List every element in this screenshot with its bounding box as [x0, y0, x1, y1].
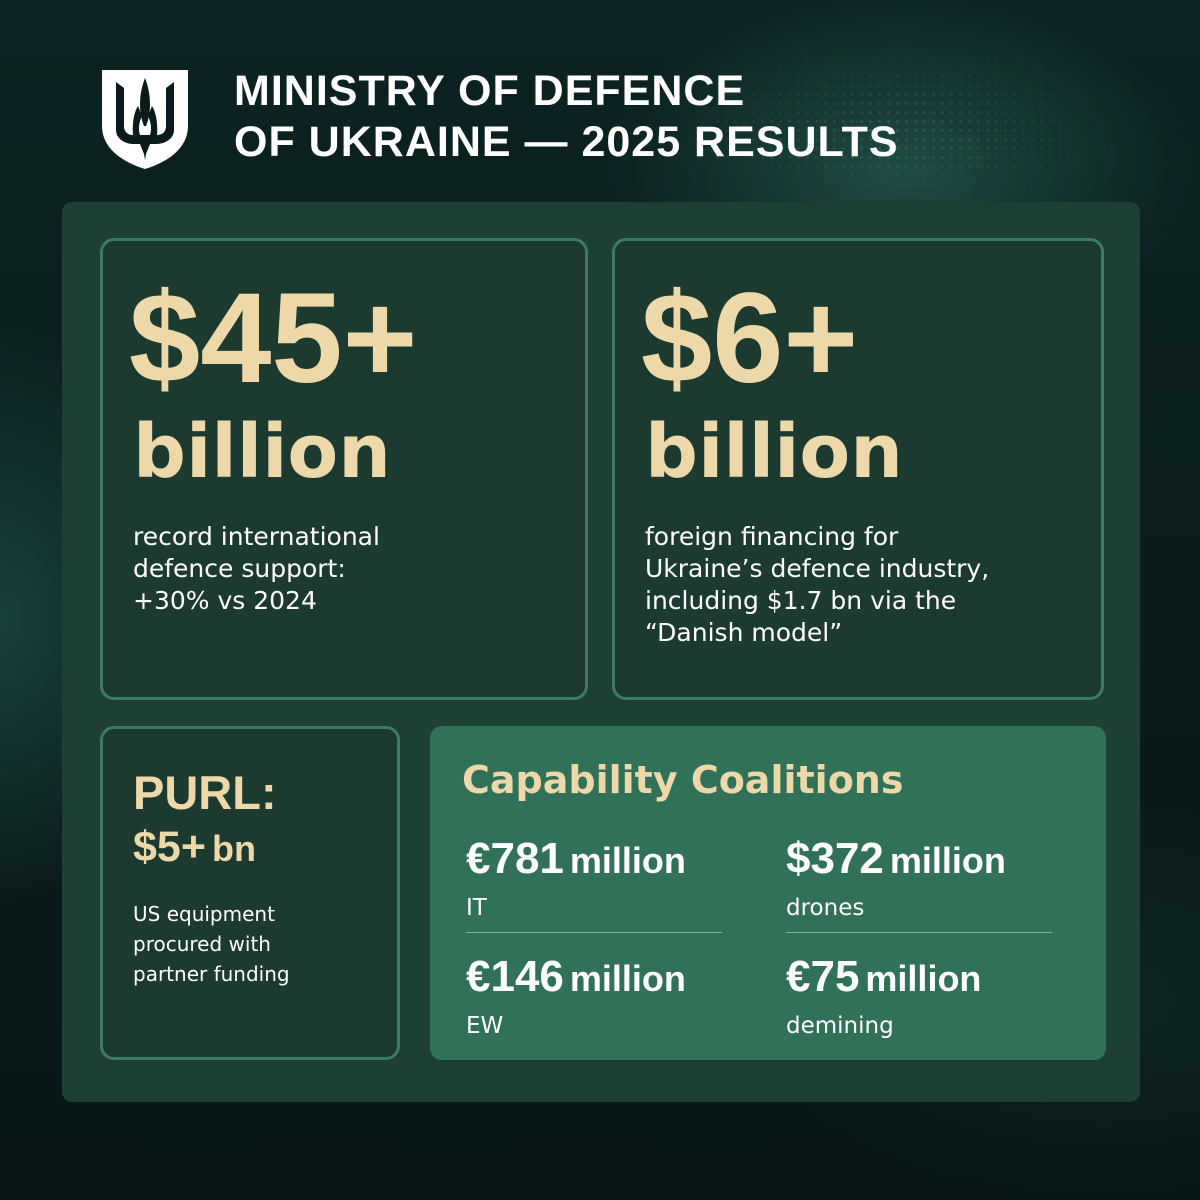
purl-title: PURL:	[133, 766, 277, 819]
coalition-multiplier: million	[569, 840, 686, 881]
card-purl: PURL: $5+ bn US equipment procured with p…	[100, 726, 400, 1060]
purl-description-line: partner funding	[133, 962, 290, 986]
coalition-amount: €781	[466, 834, 564, 883]
coalition-multiplier: million	[889, 840, 1006, 881]
purl-value: $5+ bn	[133, 823, 256, 872]
support-unit: billion	[133, 409, 391, 495]
coalition-value: €146 million	[466, 952, 732, 1012]
trident-shield-icon	[102, 70, 188, 169]
capability-coalitions-card: Capability Coalitions €781 million IT $37…	[430, 726, 1106, 1060]
purl-amount: $5+	[133, 823, 206, 871]
coalition-multiplier: million	[865, 958, 982, 999]
purl-description: US equipment procured with partner fundi…	[133, 899, 290, 989]
support-value: $45+	[129, 267, 418, 410]
financing-description: foreign financing for Ukraine’s defence …	[645, 521, 1085, 649]
coalition-label: drones	[786, 895, 865, 921]
coalition-value: €781 million	[466, 834, 732, 894]
divider	[786, 932, 1052, 933]
support-description: record international defence support: +3…	[133, 521, 573, 617]
support-description-line: +30% vs 2024	[133, 586, 317, 615]
financing-description-line: including $1.7 bn via the	[645, 586, 957, 615]
results-panel: $45+ billion record international defenc…	[62, 202, 1140, 1102]
coalition-item-it: €781 million IT	[466, 834, 732, 922]
coalition-item-drones: $372 million drones	[786, 834, 1052, 922]
page-title-line-1: MINISTRY OF DEFENCE	[234, 67, 746, 115]
financing-value: $6+	[641, 267, 859, 410]
support-description-line: defence support:	[133, 554, 346, 583]
coalition-multiplier: million	[569, 958, 686, 999]
page-title: MINISTRY OF DEFENCE OF UKRAINE — 2025 RE…	[234, 66, 899, 168]
financing-description-line: Ukraine’s defence industry,	[645, 554, 990, 583]
background-dot-pattern	[560, 0, 1200, 240]
card-foreign-financing: $6+ billion foreign financing for Ukrain…	[612, 238, 1104, 700]
card-international-support: $45+ billion record international defenc…	[100, 238, 588, 700]
coalition-item-ew: €146 million EW	[466, 952, 732, 1040]
coalition-amount: €146	[466, 952, 564, 1001]
coalition-label: demining	[786, 1013, 894, 1039]
purl-unit: bn	[211, 828, 256, 869]
page-title-line-2: OF UKRAINE — 2025 RESULTS	[234, 118, 899, 166]
coalition-amount: $372	[786, 834, 884, 883]
coalition-label: EW	[466, 1013, 504, 1039]
purl-description-line: procured with	[133, 932, 271, 956]
purl-description-line: US equipment	[133, 902, 275, 926]
coalitions-title: Capability Coalitions	[462, 758, 904, 802]
coalition-item-demining: €75 million demining	[786, 952, 1052, 1040]
financing-description-line: “Danish model”	[645, 618, 843, 647]
coalition-value: $372 million	[786, 834, 1052, 894]
financing-description-line: foreign financing for	[645, 522, 899, 551]
coalition-label: IT	[466, 895, 487, 921]
divider	[466, 932, 722, 933]
support-description-line: record international	[133, 522, 380, 551]
financing-unit: billion	[645, 409, 903, 495]
coalition-value: €75 million	[786, 952, 1052, 1012]
coalition-amount: €75	[786, 952, 860, 1001]
